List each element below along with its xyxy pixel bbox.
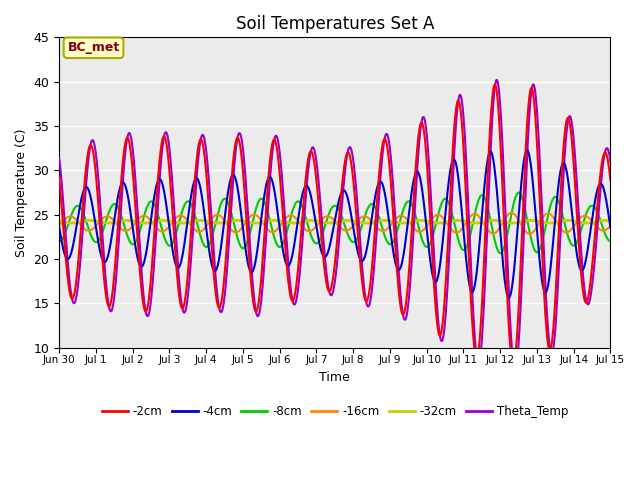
Legend: -2cm, -4cm, -8cm, -16cm, -32cm, Theta_Temp: -2cm, -4cm, -8cm, -16cm, -32cm, Theta_Te… <box>97 400 573 422</box>
Title: Soil Temperatures Set A: Soil Temperatures Set A <box>236 15 434 33</box>
Y-axis label: Soil Temperature (C): Soil Temperature (C) <box>15 128 28 257</box>
Text: BC_met: BC_met <box>67 41 120 54</box>
X-axis label: Time: Time <box>319 371 350 384</box>
